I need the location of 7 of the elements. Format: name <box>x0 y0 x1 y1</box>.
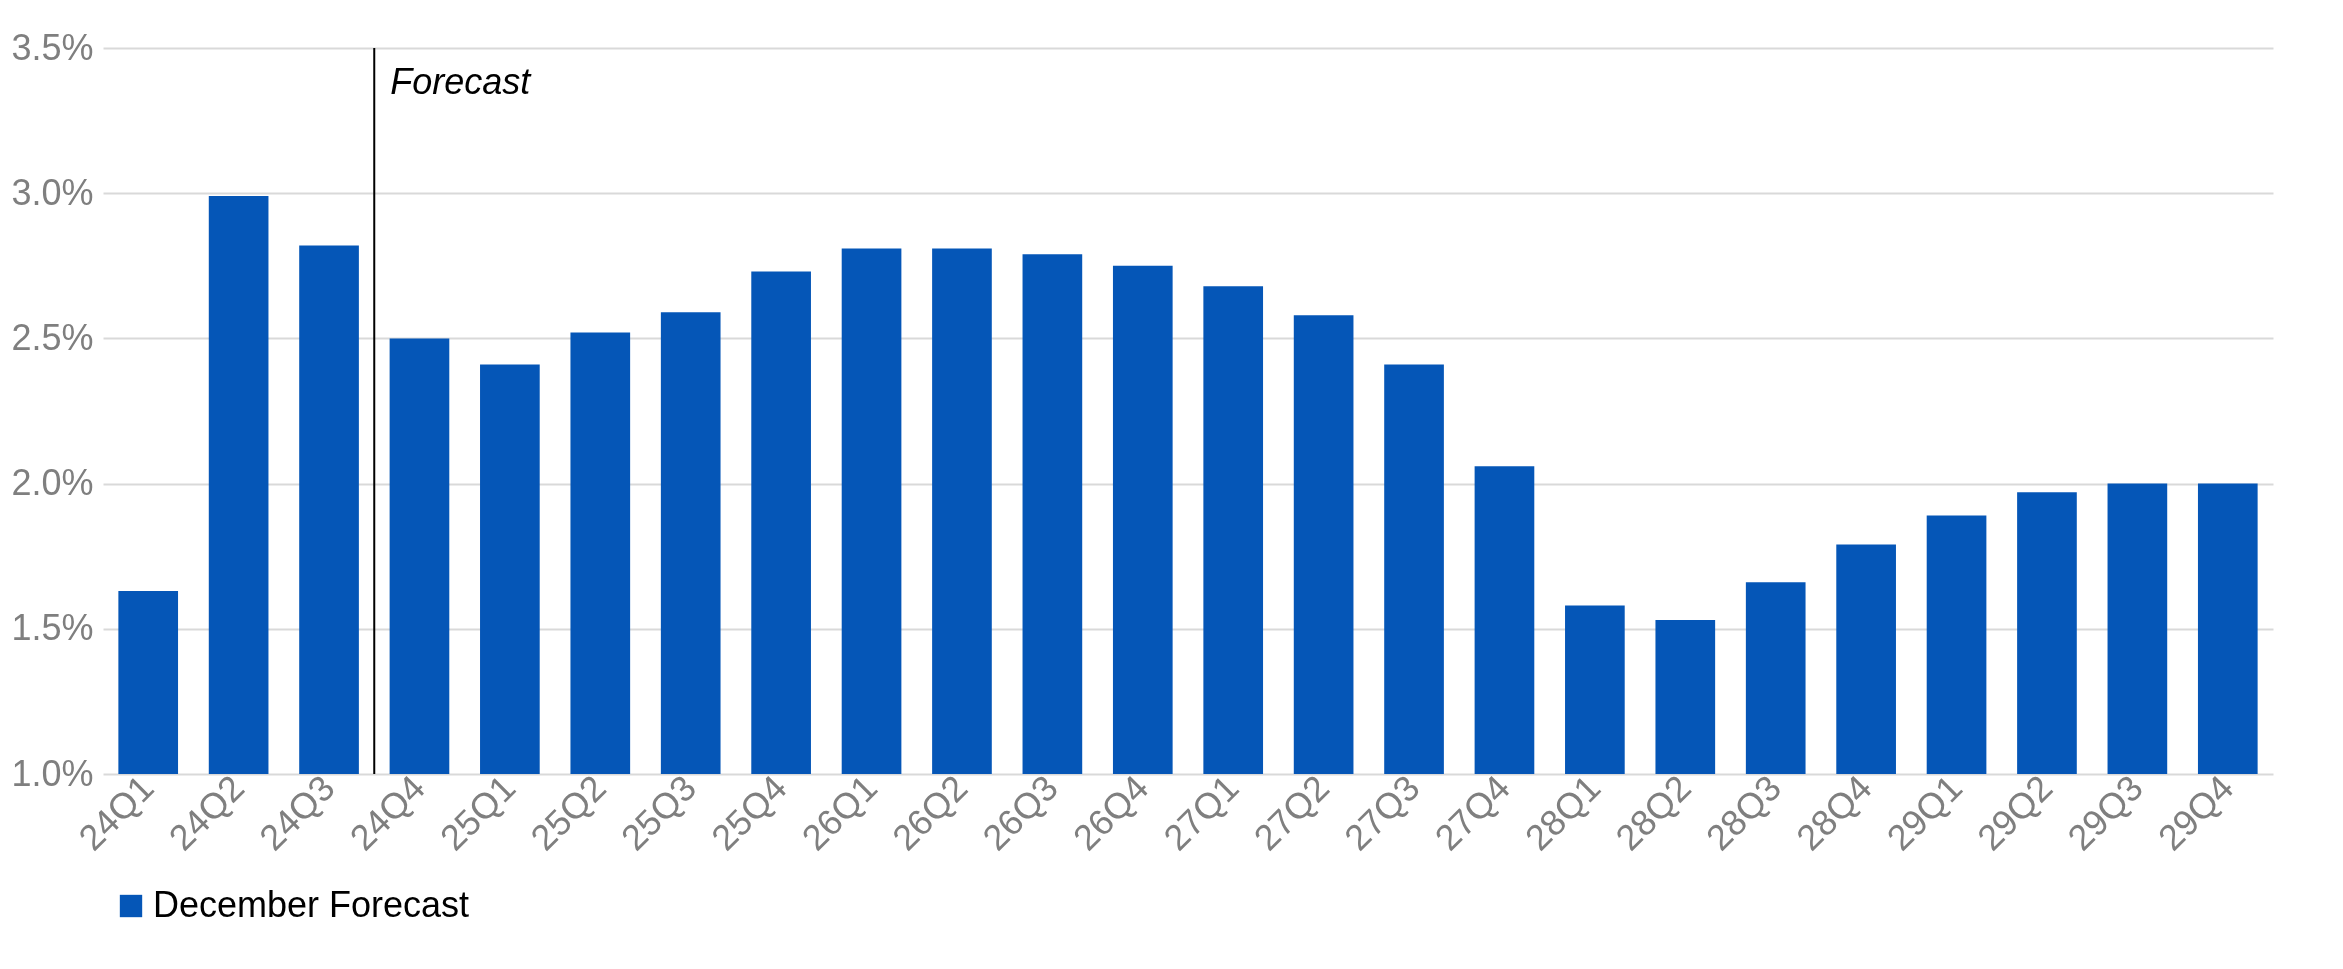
y-tick-label: 2.0% <box>11 462 94 504</box>
y-tick-label: 2.5% <box>11 316 94 358</box>
legend-label: December Forecast <box>153 884 470 925</box>
ref-line-label: Forecast <box>390 61 533 102</box>
y-tick-label: 3.5% <box>11 26 94 68</box>
y-tick-label: 3.0% <box>11 171 94 213</box>
y-tick-label: 1.5% <box>11 607 94 649</box>
